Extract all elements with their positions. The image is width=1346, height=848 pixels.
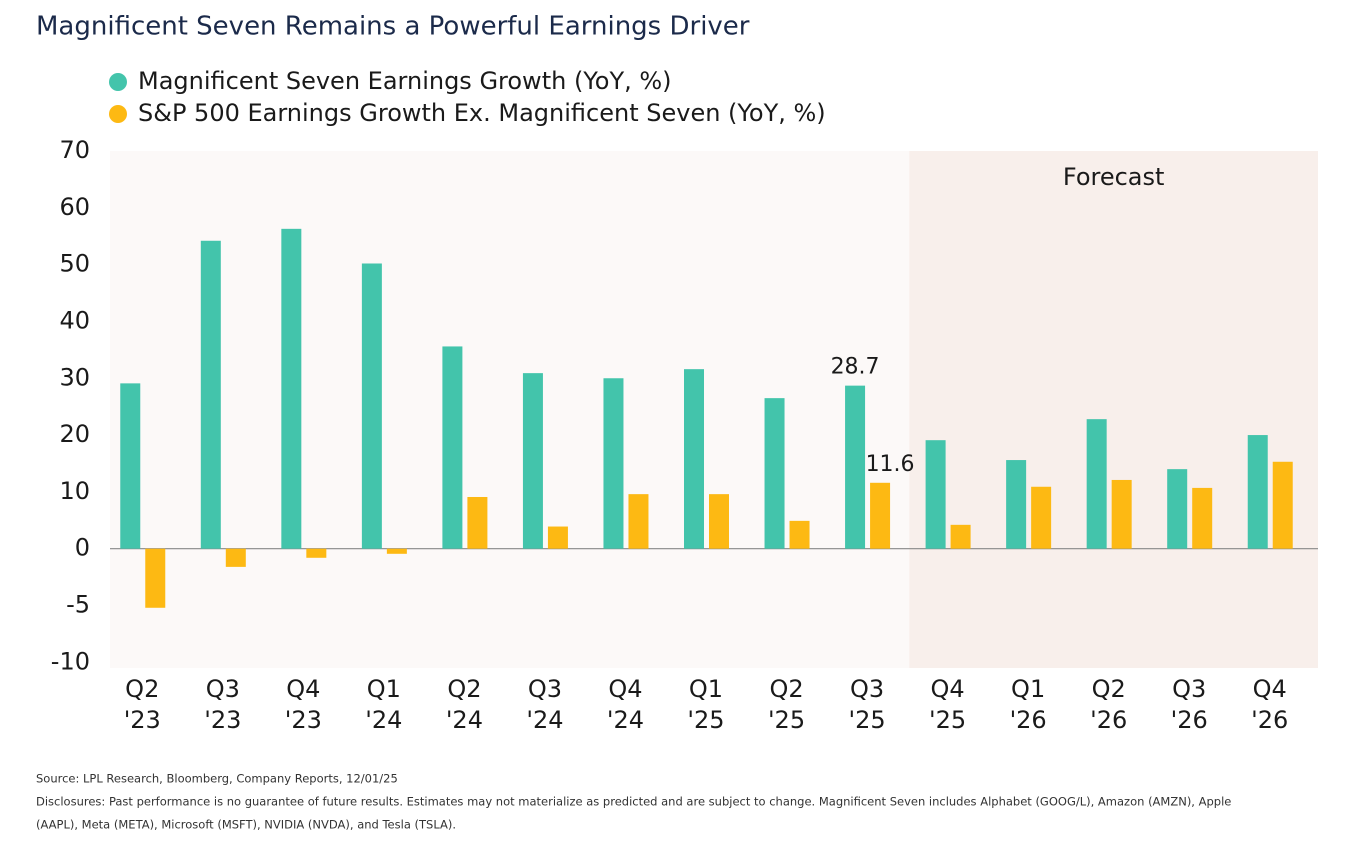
- bar: [1031, 486, 1052, 549]
- chart-title: Magnificent Seven Remains a Powerful Ear…: [36, 12, 750, 42]
- bar: [684, 369, 704, 549]
- legend-label: Magnificent Seven Earnings Growth (YoY, …: [138, 67, 672, 95]
- x-tick-label: '23: [124, 706, 161, 734]
- x-tick-label: '23: [285, 706, 322, 734]
- x-tick-label: '26: [1171, 706, 1208, 734]
- x-tick-label: Q3: [850, 675, 884, 703]
- y-tick-label: 70: [59, 136, 90, 164]
- y-tick-label: -10: [51, 647, 90, 675]
- y-tick-label: 30: [59, 363, 90, 391]
- bar: [1192, 487, 1213, 549]
- bar: [225, 548, 246, 567]
- forecast-region: [909, 151, 1318, 668]
- y-tick-label: 40: [59, 306, 90, 334]
- bar: [1006, 460, 1027, 549]
- bar: [1111, 479, 1132, 549]
- bar: [764, 398, 785, 549]
- x-tick-label: Q2: [1092, 675, 1126, 703]
- y-tick-label: 20: [59, 420, 90, 448]
- x-tick-label: '23: [204, 706, 241, 734]
- y-tick-label: 60: [59, 193, 90, 221]
- x-tick-label: Q4: [608, 675, 642, 703]
- x-tick-label: Q2: [125, 675, 159, 703]
- x-tick-label: Q3: [206, 675, 240, 703]
- x-tick-label: '24: [365, 706, 402, 734]
- bar: [1167, 469, 1188, 549]
- y-tick-label: 10: [59, 477, 90, 505]
- disclosure: Disclosures: Past performance is no guar…: [36, 795, 1231, 809]
- bar: [925, 440, 946, 549]
- y-tick-label: 50: [59, 250, 90, 278]
- bar: [547, 526, 568, 549]
- bar: [361, 263, 382, 549]
- bar: [1272, 461, 1293, 549]
- bar: [950, 524, 971, 549]
- bar: [845, 385, 866, 549]
- x-tick-label: '25: [929, 706, 966, 734]
- bar: [628, 494, 649, 549]
- source: Source: LPL Research, Bloomberg, Company…: [36, 772, 398, 786]
- x-tick-label: Q1: [689, 675, 723, 703]
- x-tick-label: Q2: [447, 675, 481, 703]
- bar: [306, 548, 327, 558]
- x-tick-label: '26: [1010, 706, 1047, 734]
- legend-marker: [109, 73, 127, 91]
- data-label: 28.7: [831, 355, 880, 380]
- x-tick-label: '25: [768, 706, 805, 734]
- disclosure: (AAPL), Meta (META), Microsoft (MSFT), N…: [36, 818, 456, 832]
- bar: [603, 378, 624, 549]
- x-tick-label: '24: [526, 706, 563, 734]
- bar: [1086, 419, 1107, 549]
- bar: [522, 373, 543, 549]
- bar: [709, 494, 729, 549]
- bar: [200, 240, 221, 549]
- x-tick-label: '26: [1090, 706, 1127, 734]
- x-tick-label: Q3: [1172, 675, 1206, 703]
- x-tick-label: Q1: [367, 675, 401, 703]
- x-tick-label: '24: [446, 706, 483, 734]
- x-tick-label: '24: [607, 706, 644, 734]
- x-tick-label: '26: [1251, 706, 1288, 734]
- x-tick-label: Q4: [1253, 675, 1287, 703]
- bar: [281, 228, 302, 549]
- bar: [1247, 435, 1268, 549]
- data-label: 11.6: [866, 452, 915, 477]
- y-tick-label: -5: [66, 591, 90, 619]
- x-tick-label: Q4: [931, 675, 965, 703]
- bar: [870, 482, 891, 549]
- y-tick-label: 0: [75, 534, 90, 562]
- x-tick-label: Q1: [1011, 675, 1045, 703]
- bar: [120, 383, 141, 549]
- x-tick-label: Q3: [528, 675, 562, 703]
- bar: [145, 548, 166, 608]
- x-tick-label: Q2: [769, 675, 803, 703]
- bar: [789, 520, 810, 549]
- x-tick-label: '25: [687, 706, 724, 734]
- bar: [386, 548, 407, 554]
- x-tick-label: Q4: [286, 675, 320, 703]
- bar: [467, 496, 488, 549]
- legend-marker: [109, 105, 127, 123]
- bar: [442, 346, 463, 549]
- legend-label: S&P 500 Earnings Growth Ex. Magnificent …: [138, 99, 826, 127]
- x-tick-label: '25: [848, 706, 885, 734]
- forecast-label: Forecast: [1063, 163, 1165, 191]
